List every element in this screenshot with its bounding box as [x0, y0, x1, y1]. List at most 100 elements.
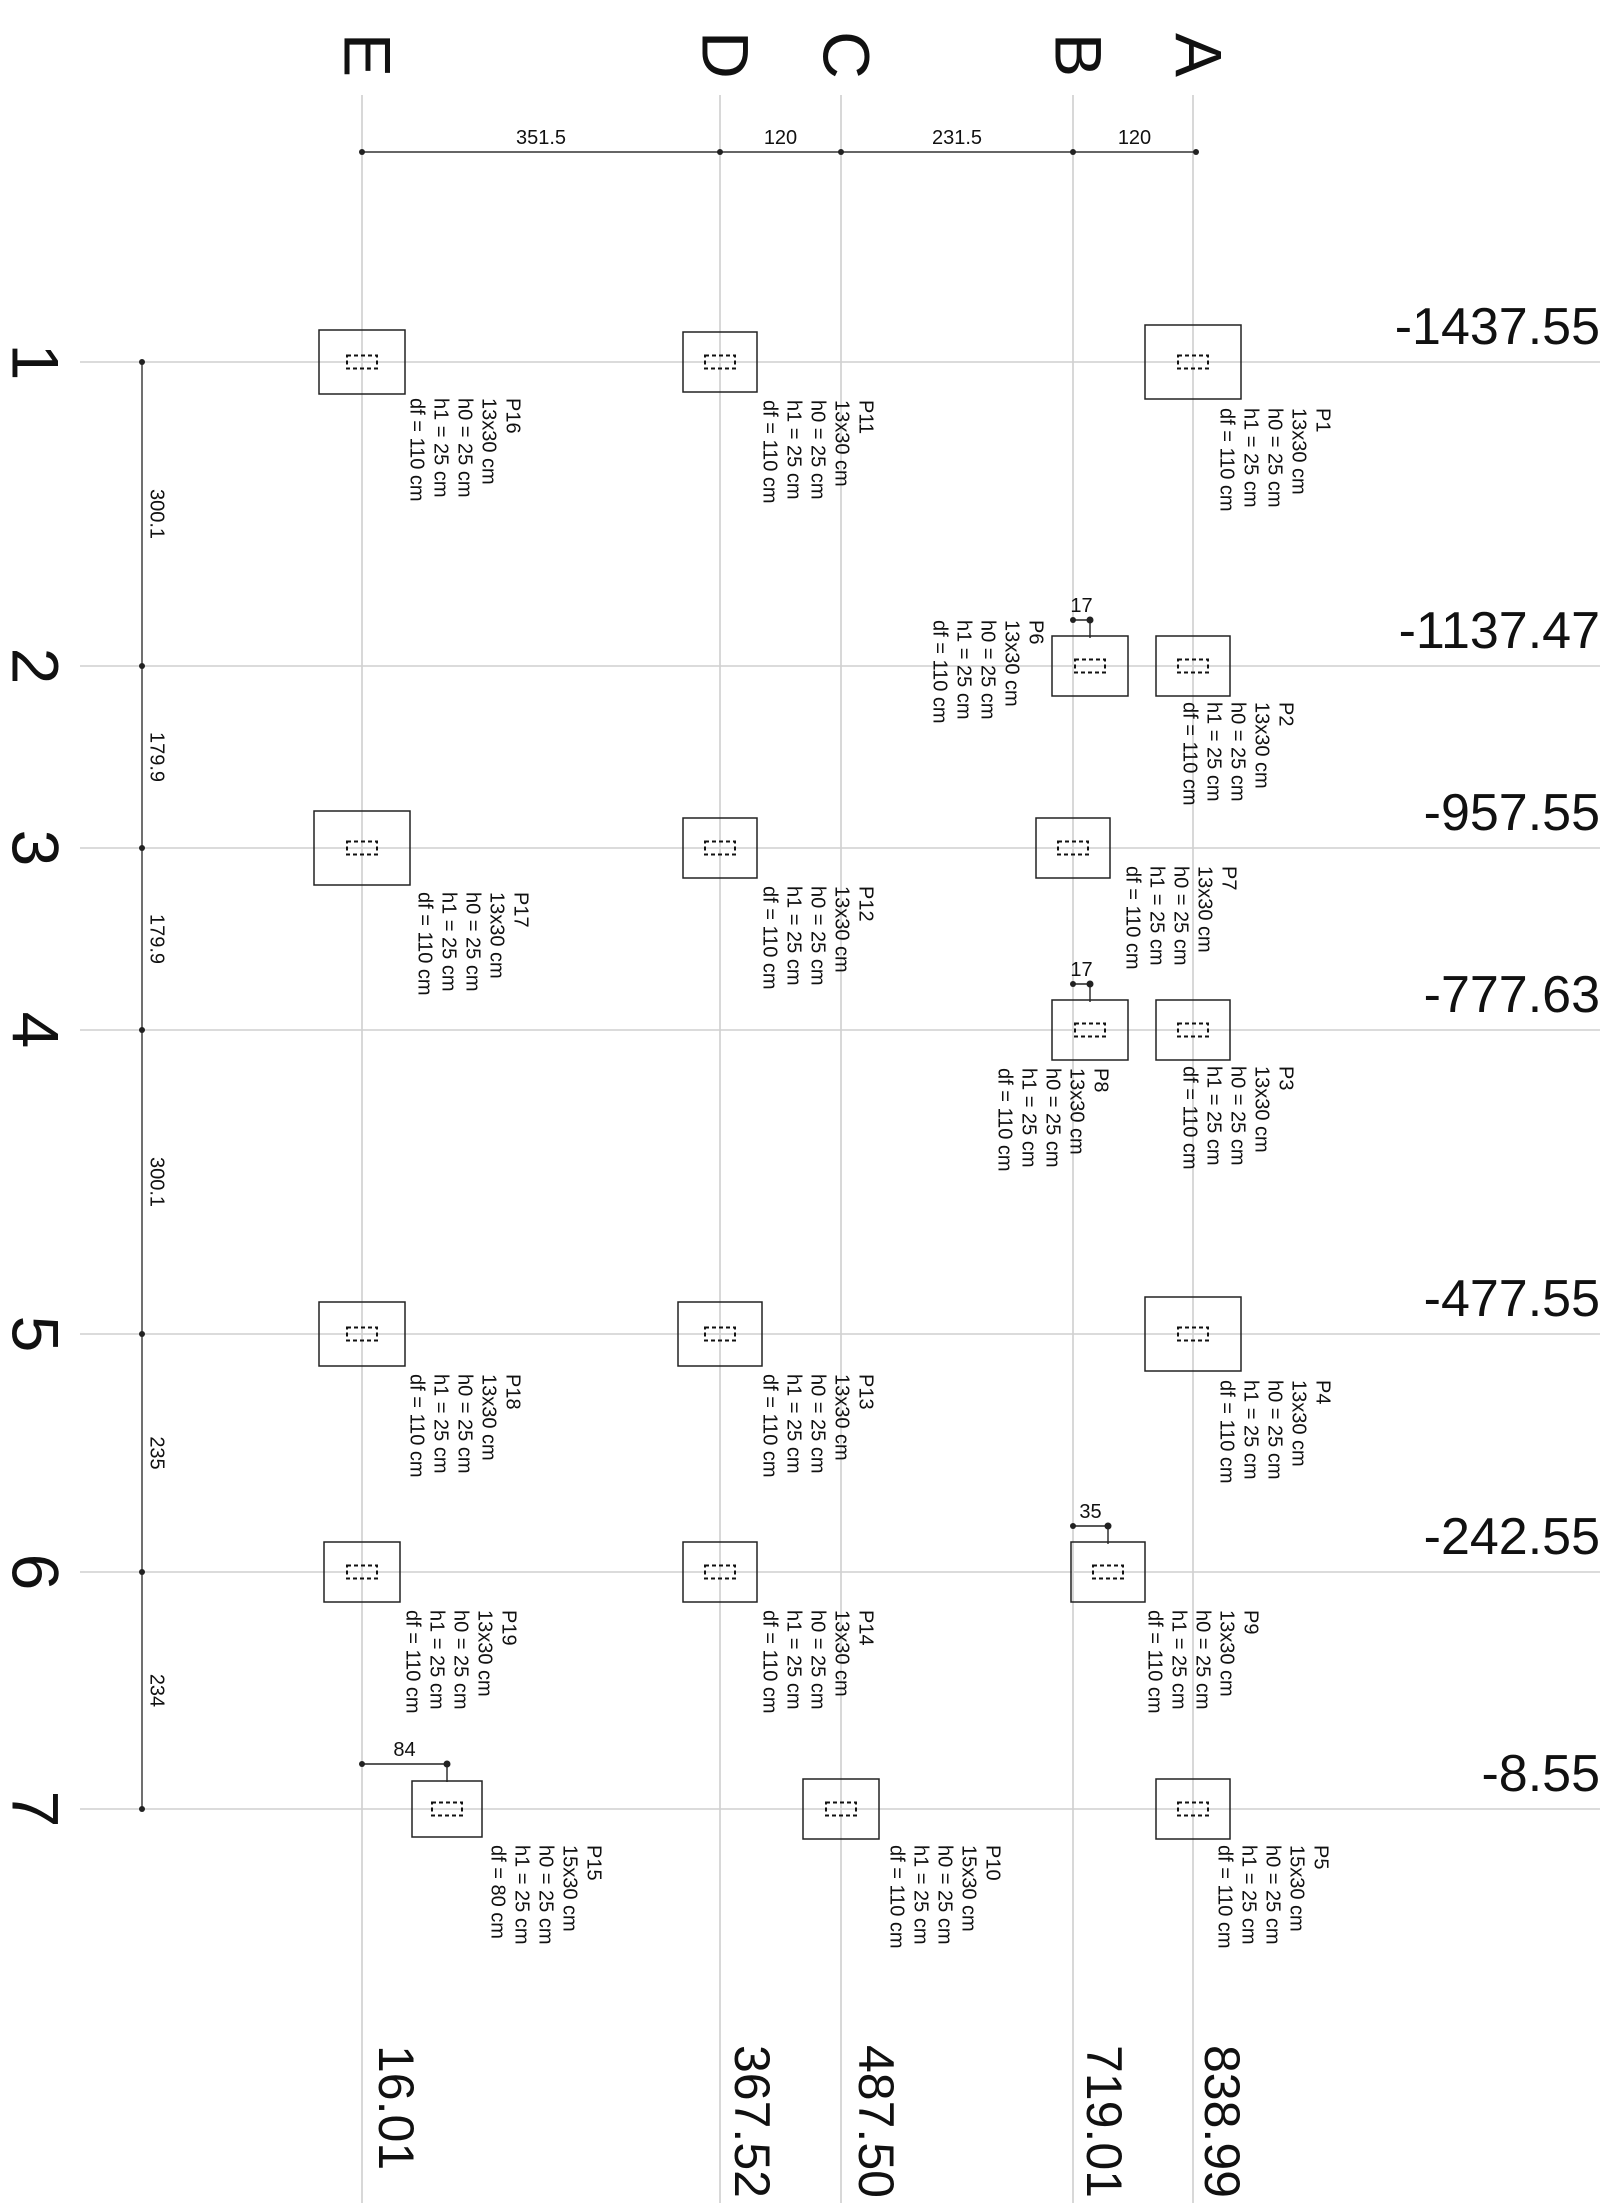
column-outline	[704, 1326, 736, 1342]
footing-h1: h1 = 25 cm	[910, 1845, 932, 1945]
footing-outline	[677, 1301, 763, 1367]
footing-h0: h0 = 25 cm	[1264, 408, 1286, 508]
offset-dimension: 17	[1070, 959, 1094, 1002]
footing-id: P18	[502, 1374, 524, 1410]
footing-section: 13x30 cm	[474, 1610, 496, 1697]
footing-id: P9	[1240, 1610, 1262, 1634]
column-outline	[1177, 1022, 1209, 1038]
footing-h1: h1 = 25 cm	[1203, 702, 1225, 802]
footing-df: df = 110 cm	[402, 1610, 424, 1714]
y-coordinate: -477.55	[1424, 1270, 1600, 1328]
footing-h1: h1 = 25 cm	[1018, 1068, 1040, 1168]
column-dimension: 351.5	[516, 127, 566, 149]
footing-id: P5	[1310, 1845, 1332, 1869]
footing-section: 13x30 cm	[1066, 1068, 1088, 1155]
column-dimension: 120	[764, 127, 797, 149]
column-outline	[346, 1564, 378, 1580]
footing-df: df = 110 cm	[1216, 408, 1238, 512]
row-label-6: 6	[0, 1554, 73, 1591]
dimension-tick	[838, 149, 844, 155]
axis-label-b: B	[1042, 33, 1116, 77]
footing-h0: h0 = 25 cm	[1264, 1380, 1286, 1480]
y-coordinate: -242.55	[1424, 1508, 1600, 1566]
footing-h0: h0 = 25 cm	[807, 400, 829, 500]
footing-df: df = 110 cm	[759, 400, 781, 504]
footing-outline	[682, 331, 758, 393]
footing-h0: h0 = 25 cm	[1262, 1845, 1284, 1945]
x-coordinate: 838.99	[1194, 2045, 1250, 2198]
footing-id: P8	[1090, 1068, 1112, 1092]
footing-outline	[682, 817, 758, 879]
offset-value: 17	[1070, 595, 1092, 617]
footing-outline	[313, 810, 411, 886]
footing-section: 13x30 cm	[478, 1374, 500, 1461]
dimension-tick	[359, 149, 365, 155]
footing-df: df = 110 cm	[406, 398, 428, 502]
footing-h0: h0 = 25 cm	[807, 886, 829, 986]
footing-section: 13x30 cm	[831, 1374, 853, 1461]
footing-df: df = 110 cm	[759, 886, 781, 990]
footing-h0: h0 = 25 cm	[1042, 1068, 1064, 1168]
footing-section: 13x30 cm	[1288, 1380, 1310, 1467]
row-label-7: 7	[0, 1791, 73, 1828]
footing-h0: h0 = 25 cm	[1170, 866, 1192, 966]
footing-df: df = 80 cm	[487, 1845, 509, 1939]
footing-df: df = 110 cm	[406, 1374, 428, 1478]
column-outline	[1074, 658, 1106, 674]
row-dimension: 235	[146, 1436, 168, 1469]
footing-id: P15	[583, 1845, 605, 1881]
footing-outline	[1035, 817, 1111, 879]
footing-h1: h1 = 25 cm	[1240, 408, 1262, 508]
axis-lines	[361, 95, 1194, 2203]
footing-df: df = 110 cm	[1216, 1380, 1238, 1484]
footing-outline	[318, 1301, 406, 1367]
footing-h1: h1 = 25 cm	[1240, 1380, 1262, 1480]
dimension-tick	[139, 663, 145, 669]
footing-outline	[802, 1778, 880, 1840]
footing-id: P4	[1312, 1380, 1334, 1404]
footing-h1: h1 = 25 cm	[783, 1610, 805, 1710]
footing-section: 13x30 cm	[831, 400, 853, 487]
y-coordinate: -957.55	[1424, 784, 1600, 842]
footing-section: 13x30 cm	[1216, 1610, 1238, 1697]
footing-h0: h0 = 25 cm	[977, 620, 999, 720]
axis-label-e: E	[331, 33, 405, 77]
footing-section: 15x30 cm	[1286, 1845, 1308, 1932]
footing-outline	[1144, 1296, 1242, 1372]
column-outline	[346, 1326, 378, 1342]
offset-tick	[1070, 981, 1076, 987]
offset-dot	[443, 1760, 451, 1768]
footing-df: df = 110 cm	[1179, 1066, 1201, 1170]
dimension-tick	[1193, 149, 1199, 155]
column-outline	[346, 840, 378, 856]
left-dimension-chain: 300.1 179.9 179.9 300.1 235 234	[139, 359, 168, 1812]
footing-section: 15x30 cm	[958, 1845, 980, 1932]
footing-h1: h1 = 25 cm	[1238, 1845, 1260, 1945]
footing-h0: h0 = 25 cm	[807, 1374, 829, 1474]
footing-section: 13x30 cm	[1194, 866, 1216, 953]
footing-df: df = 110 cm	[759, 1610, 781, 1714]
footing-df: df = 110 cm	[886, 1845, 908, 1949]
row-dimension: 234	[146, 1674, 168, 1707]
offset-tick	[1070, 617, 1076, 623]
y-coordinate: -1137.47	[1399, 602, 1600, 660]
footing-h0: h0 = 25 cm	[1192, 1610, 1214, 1710]
labels: ABCDE1234567-1437.55-1137.47-957.55-777.…	[0, 31, 1600, 2198]
footing-outline	[1155, 635, 1231, 697]
column-outline	[704, 354, 736, 370]
x-coordinate: 487.50	[848, 2045, 904, 2198]
footing-df: df = 110 cm	[1122, 866, 1144, 970]
row-label-1: 1	[0, 344, 73, 381]
offset-dimension: 84	[359, 1739, 451, 1782]
footing-h1: h1 = 25 cm	[953, 620, 975, 720]
footing-section: 15x30 cm	[559, 1845, 581, 1932]
footing-h0: h0 = 25 cm	[1227, 1066, 1249, 1166]
